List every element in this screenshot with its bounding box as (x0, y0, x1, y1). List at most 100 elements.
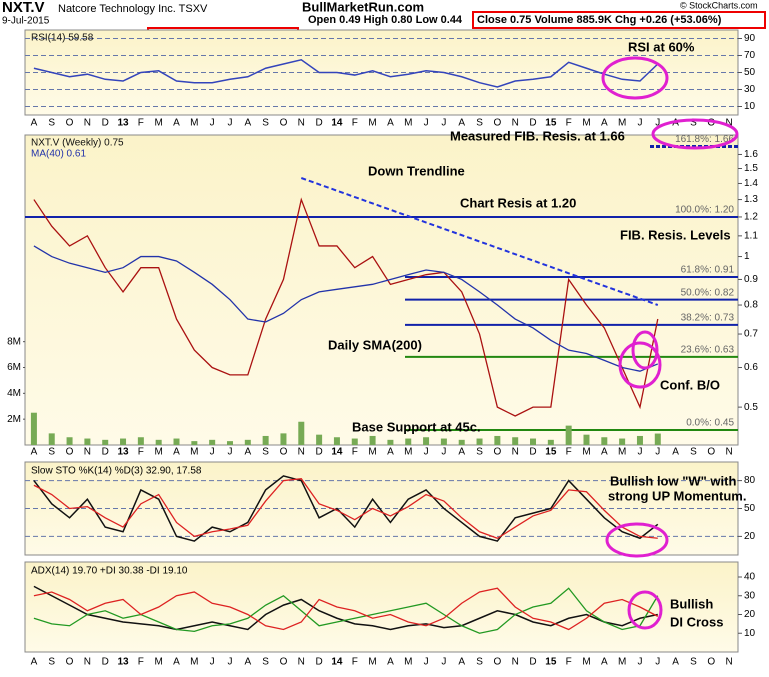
x-tick-label: M (190, 657, 198, 668)
series-line (33, 197, 659, 417)
y-tick-label: 1.4 (744, 178, 758, 189)
x-tick-label: O (280, 118, 288, 129)
legend-entry: MA(40) 0.61 (31, 149, 86, 160)
x-tick-label: J (441, 657, 446, 668)
fib-label: 38.2%: 0.73 (681, 313, 735, 324)
volume-bar (316, 434, 323, 445)
x-tick-label: O (66, 657, 74, 668)
x-tick-label: J (227, 447, 232, 458)
x-tick-label: S (690, 447, 697, 458)
x-tick-label: M (582, 447, 590, 458)
x-tick-label: O (707, 447, 715, 458)
volume-bar (155, 439, 162, 445)
highlight (618, 341, 662, 389)
x-tick-label: J (227, 657, 232, 668)
annotation: Bullish low "W" with (610, 473, 736, 488)
y-tick-label: 0.8 (744, 300, 758, 311)
volume-bar (226, 441, 233, 445)
x-tick-label: M (618, 447, 626, 458)
volume-bar (30, 412, 37, 445)
x-tick-label: D (529, 118, 536, 129)
volume-bar (405, 438, 412, 445)
volume-bar (191, 441, 198, 445)
x-tick-label: N (84, 118, 91, 129)
volume-bar (423, 437, 430, 445)
annotation: Measured FIB. Resis. at 1.66 (450, 128, 625, 143)
legend-entry: RSI(14) 59.58 (31, 33, 94, 44)
volume-bar (298, 421, 305, 445)
x-tick-label: N (512, 118, 519, 129)
legend-entry: NXT.V (Weekly) 0.75 (31, 138, 124, 149)
fib-label: 50.0%: 0.82 (681, 287, 735, 298)
x-tick-label: 14 (331, 447, 343, 458)
x-tick-label: J (637, 657, 642, 668)
x-tick-label: A (672, 447, 679, 458)
x-tick-label: D (102, 118, 109, 129)
volume-bar (387, 439, 394, 445)
x-tick-label: M (404, 447, 412, 458)
x-tick-label: D (102, 447, 109, 458)
x-tick-label: S (476, 657, 483, 668)
y2-tick-label: 8M (7, 336, 21, 347)
x-tick-label: O (66, 118, 74, 129)
x-tick-label: M (368, 657, 376, 668)
volume-bar (547, 439, 554, 445)
annotation: Chart Resis at 1.20 (460, 195, 576, 210)
x-tick-label: J (424, 447, 429, 458)
x-tick-label: 14 (331, 657, 343, 668)
x-tick-label: N (512, 657, 519, 668)
close-box (472, 11, 766, 29)
legend: Slow STO %K(14) %D(3) 32.90, 17.58 (31, 466, 202, 477)
highlight (651, 118, 739, 150)
x-tick-label: O (280, 657, 288, 668)
volume-bar (654, 433, 661, 445)
y-tick-label: 40 (744, 572, 756, 583)
volume-bar (512, 437, 519, 445)
x-tick-label: D (315, 118, 322, 129)
x-tick-label: J (655, 657, 660, 668)
x-tick-label: F (566, 447, 572, 458)
date: 9-Jul-2015 (2, 16, 50, 27)
x-tick-label: S (476, 118, 483, 129)
x-tick-label: N (725, 447, 732, 458)
x-tick-label: M (190, 447, 198, 458)
y-tick-label: 30 (744, 590, 756, 601)
volume-bar (619, 438, 626, 445)
x-tick-label: S (48, 118, 55, 129)
annotation: Daily SMA(200) (328, 337, 422, 352)
series-line (33, 58, 659, 88)
x-tick-label: A (387, 657, 394, 668)
series-line (33, 587, 659, 631)
symbol: NXT.V (2, 0, 45, 16)
annotation: DI Cross (670, 614, 723, 629)
fib-label: 23.6%: 0.63 (681, 345, 735, 356)
x-tick-label: F (352, 657, 358, 668)
x-tick-label: O (66, 447, 74, 458)
x-tick-label: 15 (545, 657, 557, 668)
x-tick-label: J (227, 118, 232, 129)
x-tick-label: A (601, 118, 608, 129)
volume-bar (440, 438, 447, 445)
x-tick-label: A (387, 118, 394, 129)
x-tick-label: S (48, 447, 55, 458)
x-tick-label: J (424, 657, 429, 668)
x-tick-label: D (102, 657, 109, 668)
x-tick-label: J (441, 118, 446, 129)
volume-bar (120, 438, 127, 445)
x-tick-label: M (368, 447, 376, 458)
x-tick-label: A (672, 118, 679, 129)
x-tick-label: 13 (117, 118, 129, 129)
volume-bar (102, 439, 109, 445)
x-tick-label: N (298, 657, 305, 668)
x-tick-label: N (84, 657, 91, 668)
x-tick-label: 15 (545, 447, 557, 458)
y-tick-label: 1.5 (744, 163, 758, 174)
x-tick-label: F (566, 118, 572, 129)
y-tick-label: 1.1 (744, 230, 758, 241)
x-tick-label: M (155, 447, 163, 458)
y-tick-label: 70 (744, 50, 756, 61)
x-tick-label: N (84, 447, 91, 458)
annotation: FIB. Resis. Levels (620, 227, 731, 242)
volume-bar (262, 435, 269, 445)
y-tick-label: 50 (744, 503, 756, 514)
